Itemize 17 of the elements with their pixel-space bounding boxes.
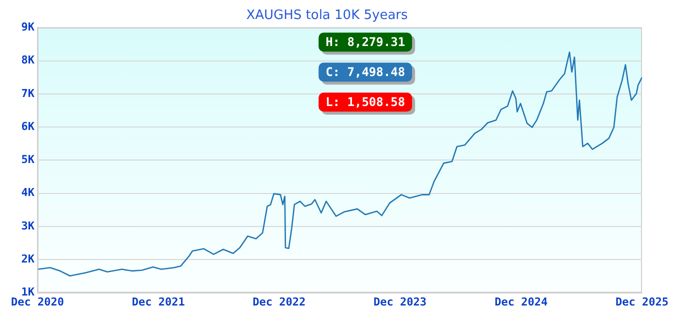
annotation: H: 8,279.31 [326,35,406,50]
x-tick-label: Dec 2023 [374,295,426,308]
annotation: L: 1,508.58 [326,95,406,110]
y-tick-label: 7K [21,86,35,100]
x-tick-label: Dec 2025 [616,295,668,308]
x-tick-label: Dec 2022 [252,295,306,308]
x-tick-label: Dec 2024 [494,295,548,308]
y-tick-label: 9K [21,20,35,34]
y-tick-label: 6K [21,120,35,133]
chart-title: XAUGHS tola 10K 5years [246,8,408,24]
y-tick-label: 2K [21,252,35,266]
y-tick-label: 4K [21,186,35,200]
x-tick-label: Dec 2021 [132,295,186,308]
y-tick-label: 3K [21,219,35,232]
y-tick-label: 5K [21,153,35,166]
y-tick-label: 8K [21,54,35,67]
annotation: C: 7,498.48 [326,65,406,80]
